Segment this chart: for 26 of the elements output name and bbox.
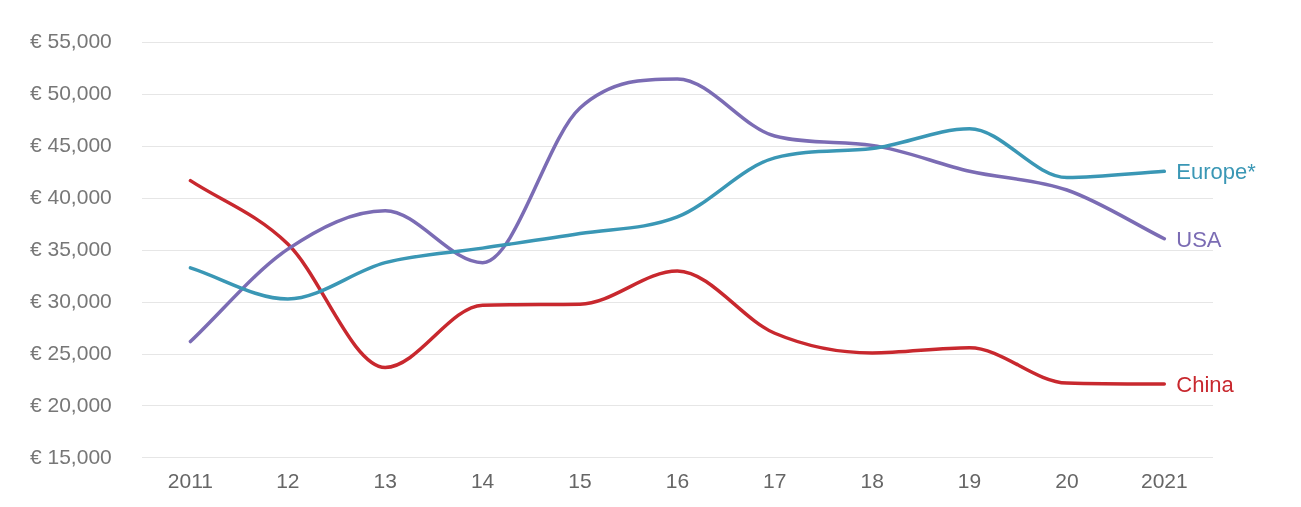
x-tick-label: 2011	[167, 469, 214, 493]
line-series	[188, 178, 1167, 386]
line-series	[188, 77, 1167, 344]
x-tick-label: 15	[568, 469, 592, 493]
x-tick-label: 12	[276, 469, 300, 493]
series-label: China	[1176, 372, 1235, 398]
series-label: Europe*	[1176, 159, 1257, 185]
y-tick-label: € 45,000	[29, 133, 112, 157]
y-tick-label: € 50,000	[29, 81, 112, 105]
line-series	[188, 127, 1167, 301]
y-tick-label: € 35,000	[29, 237, 112, 260]
x-tick-label: 19	[957, 469, 982, 493]
x-tick-label: 17	[763, 469, 787, 493]
x-tick-label: 20	[1055, 469, 1079, 493]
y-tick-label: € 25,000	[29, 340, 112, 364]
x-tick-label: 13	[373, 469, 397, 493]
y-tick-label: € 20,000	[29, 392, 112, 416]
y-tick-label: € 30,000	[29, 288, 112, 312]
x-tick-label: 16	[665, 469, 690, 493]
x-tick-label: 2021	[1140, 469, 1188, 493]
x-tick-label: 14	[470, 469, 495, 493]
x-tick-label: 18	[860, 469, 884, 493]
y-tick-label: € 55,000	[29, 29, 112, 53]
y-tick-label: € 15,000	[29, 444, 112, 468]
series-label: USA	[1176, 226, 1222, 252]
y-tick-label: € 40,000	[29, 185, 112, 209]
